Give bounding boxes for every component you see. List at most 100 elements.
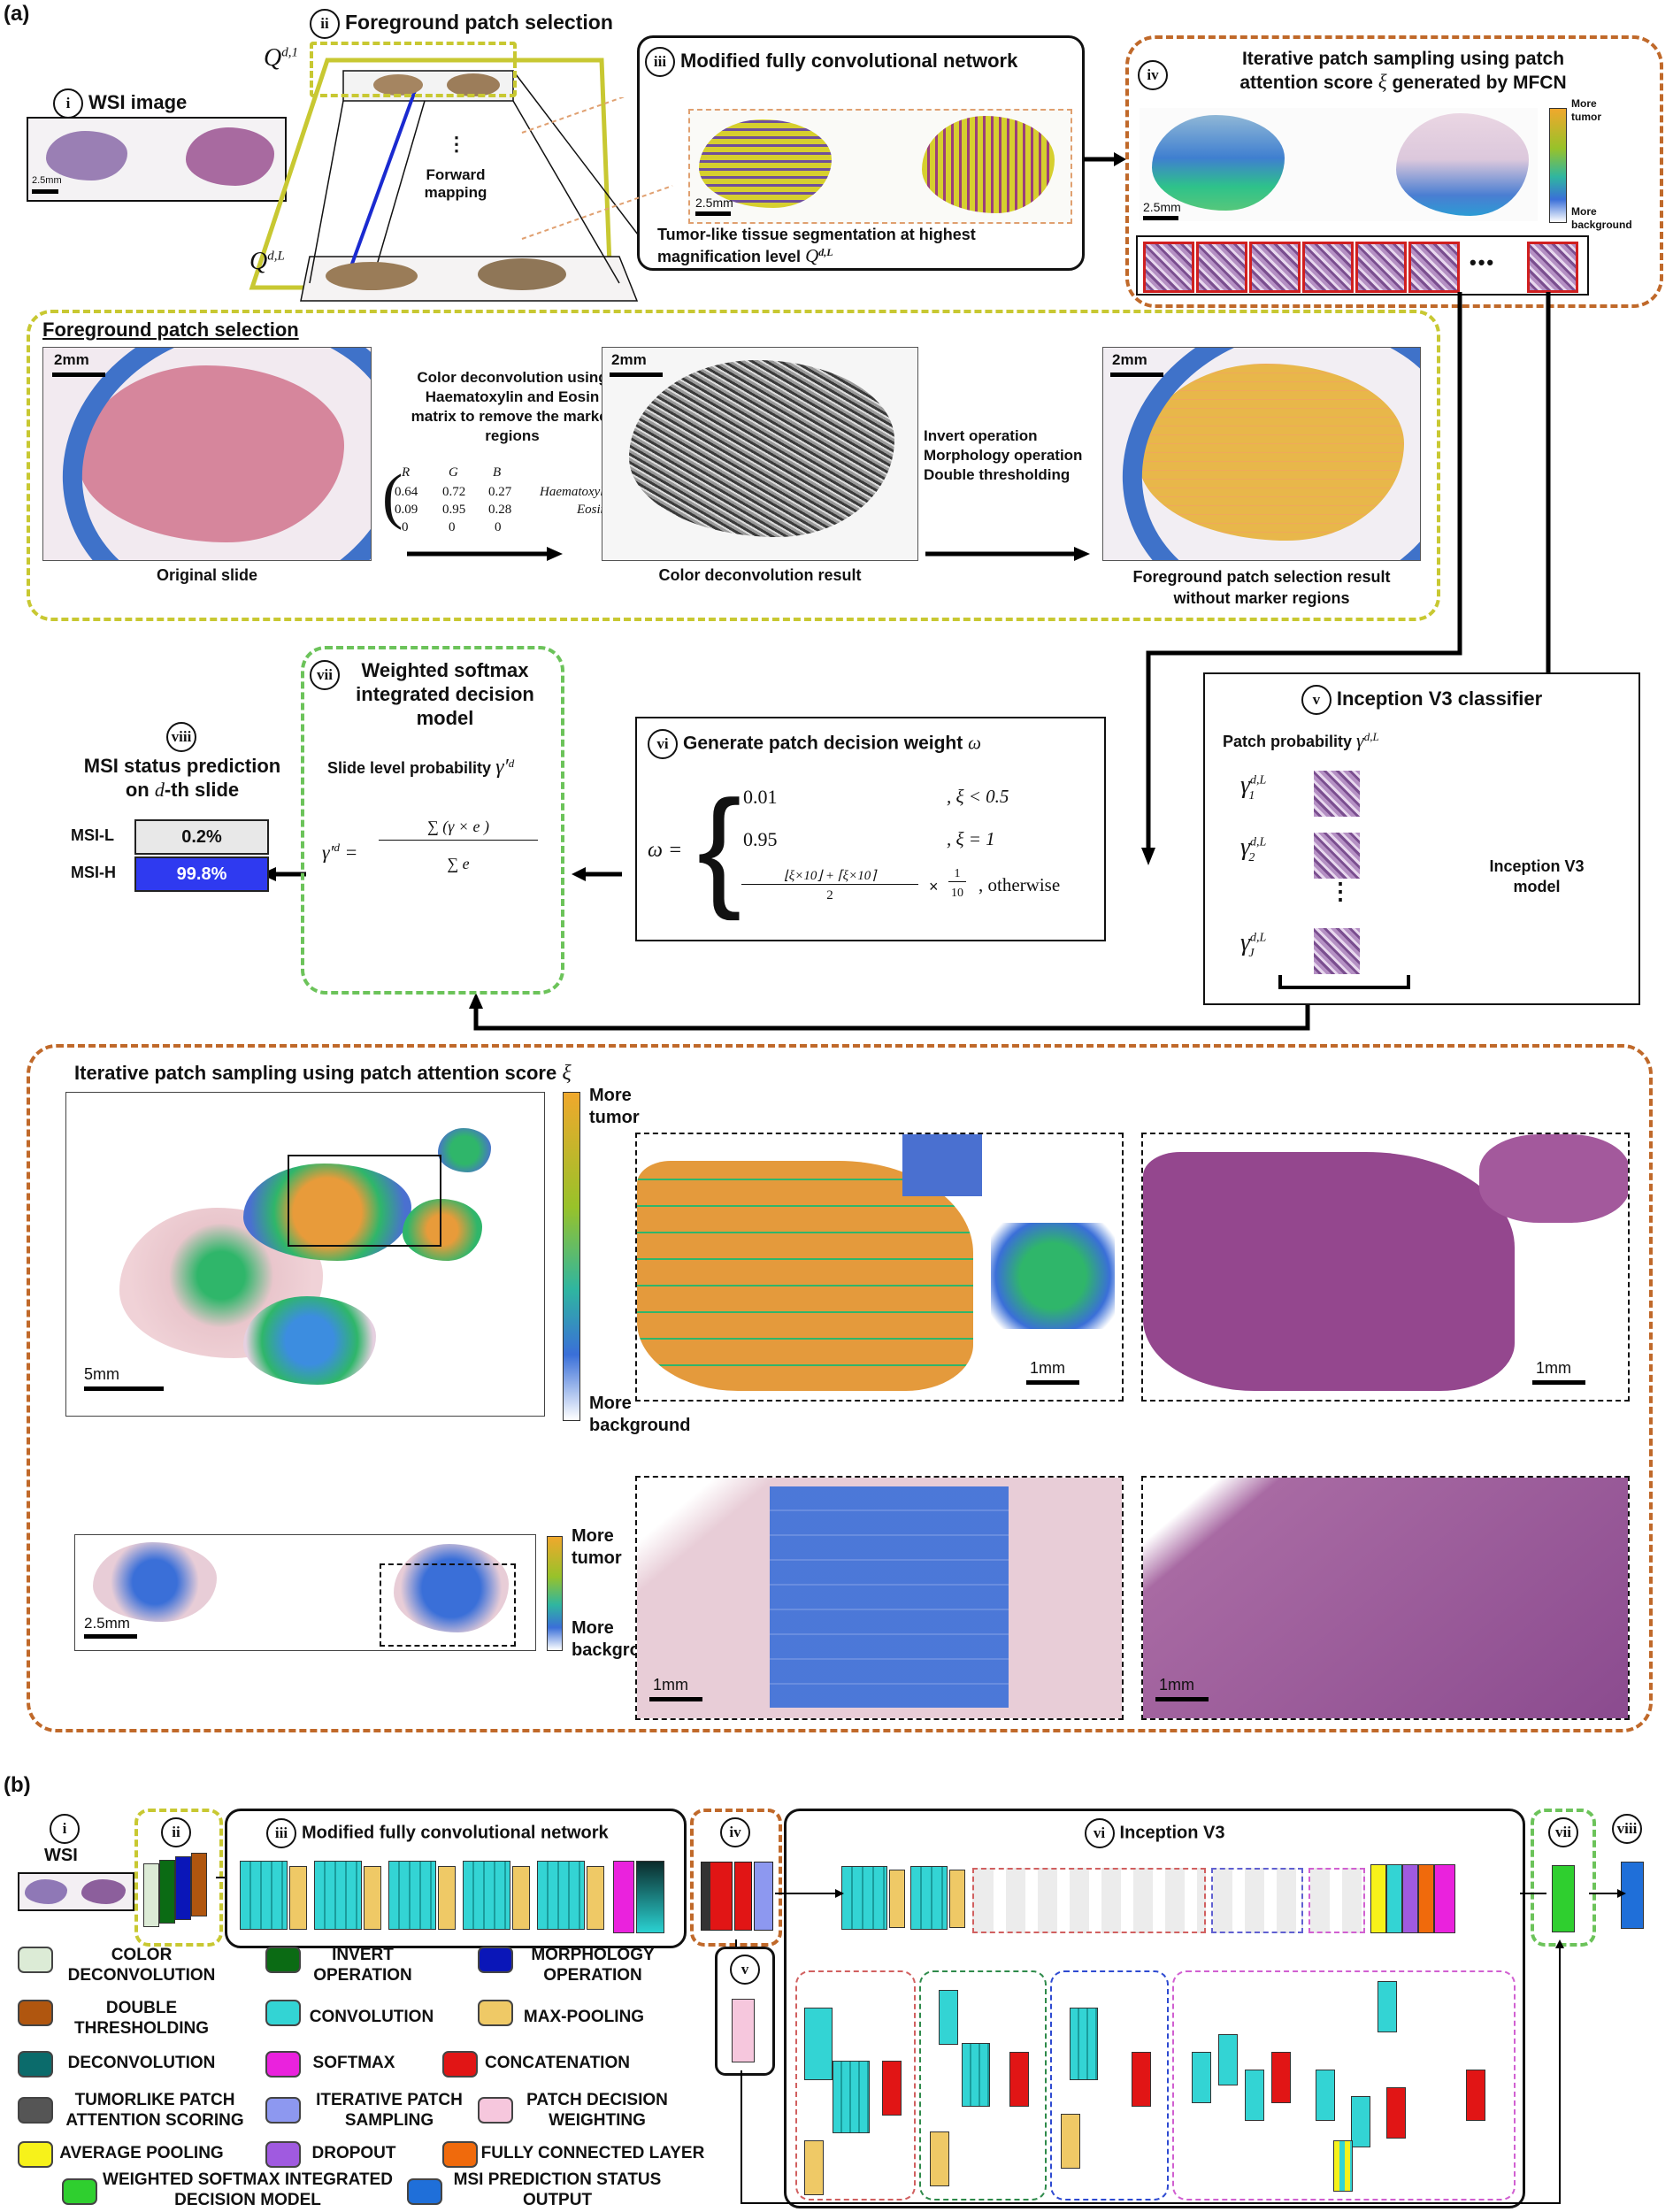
step-number-badge: vi <box>648 729 678 759</box>
tissue-section <box>629 360 894 537</box>
weight-title: vi Generate patch decision weight ω <box>648 729 981 759</box>
tissue-section <box>1143 1152 1515 1391</box>
weighted-softmax-layer <box>1552 1865 1575 1932</box>
inception-module-a <box>795 1970 916 2200</box>
mfcn-box: iii Modified fully convolutional network … <box>637 35 1085 271</box>
sampled-patch <box>1408 242 1460 293</box>
b-mfcn-box: iii Modified fully convolutional network <box>225 1809 687 1948</box>
tissue-section <box>1152 115 1285 211</box>
slide-prob-label: Slide level probability γ′d <box>327 756 515 779</box>
tissue-section <box>46 131 127 180</box>
step-number-badge: v <box>730 1955 760 1985</box>
legend-swatch <box>478 2000 513 2026</box>
scale-bar <box>32 189 58 194</box>
msi-title: MSI status prediction on d-th slide <box>83 755 281 801</box>
tissue-section <box>478 258 566 290</box>
top-level-highlight <box>310 42 517 97</box>
vertical-dots: ⋮ <box>1329 878 1352 904</box>
legend-swatch <box>442 2141 478 2168</box>
legend-swatch <box>18 2141 53 2168</box>
b-inception-box: vi Inception V3 <box>784 1809 1525 2208</box>
double-threshold-layer <box>191 1853 207 1916</box>
legend-swatch <box>18 1947 53 1973</box>
pool-layer <box>889 1870 905 1928</box>
zoom-attention-2: 1mm <box>635 1476 1124 1720</box>
wsi-title: i WSI image <box>53 88 187 119</box>
tissue-section <box>1139 364 1404 541</box>
scale-bar <box>695 211 731 216</box>
wsi-label: WSI <box>44 1846 78 1865</box>
sampled-patch <box>1196 242 1247 293</box>
legend-label: TUMORLIKE PATCH ATTENTION SCORING <box>65 2091 244 2130</box>
softmax-lhs: γ′d = <box>322 841 358 864</box>
panel-a-label: (a) <box>4 2 30 26</box>
vertical-dots: ⋮ <box>447 133 466 155</box>
avgpool-layer <box>1370 1864 1386 1933</box>
scale-label: 2mm <box>1112 351 1147 368</box>
fps-title: ii Foreground patch selection <box>310 9 613 39</box>
gamma-j: γd,LJ <box>1240 929 1267 960</box>
iterative-sampling-layer <box>754 1862 773 1931</box>
arrow-to-deconv <box>407 547 563 561</box>
attention-map-large: 5mm <box>65 1092 545 1417</box>
softmax-box: vii Weighted softmax integrated decision… <box>301 646 564 995</box>
deconv-result-image: 2mm <box>602 347 918 561</box>
inception-patch <box>1311 830 1362 881</box>
wsi-thumbnail <box>18 1872 134 1911</box>
pool-layer <box>949 1870 965 1928</box>
scale-bar <box>1532 1380 1585 1385</box>
deconv-text: Color deconvolution using Haematoxylin a… <box>411 369 614 444</box>
scale-label: 2.5mm <box>1143 200 1181 214</box>
softmax-denominator: ∑ e <box>447 855 470 872</box>
more-background-label: More background <box>589 1394 691 1435</box>
invert-layer <box>159 1860 175 1924</box>
b-flow-connectors <box>216 1877 1626 2204</box>
gamma-1: γd,L1 <box>1240 772 1267 803</box>
fg-detail-title: Foreground patch selection <box>42 319 299 341</box>
case1-condition: , ξ < 0.5 <box>947 786 1009 807</box>
scale-label: 2.5mm <box>84 1615 130 1632</box>
scale-bar <box>649 1697 702 1701</box>
inception-model-label: Inception V3 model <box>1489 857 1585 895</box>
scale-bar <box>1026 1380 1079 1385</box>
inception-patch <box>1311 768 1362 819</box>
sampled-patch <box>1527 242 1578 293</box>
legend-label: DROPOUT <box>311 2144 396 2162</box>
scale-label: 1mm <box>1159 1676 1194 1694</box>
conv-block <box>314 1861 362 1930</box>
scale-label: 5mm <box>84 1365 119 1383</box>
softmax-layer <box>1434 1864 1455 1933</box>
attention-map-image: 2.5mm <box>1140 108 1538 221</box>
attention-patches <box>770 1486 1009 1708</box>
legend-label: DECONVOLUTION <box>67 2054 216 2072</box>
case2-condition: , ξ = 1 <box>947 828 995 849</box>
scale-label: 2mm <box>54 351 89 368</box>
iter-title: iv Iterative patch sampling using patch … <box>1138 48 1607 95</box>
scale-bar <box>1143 216 1178 220</box>
attention-scoring-layer <box>701 1862 733 1931</box>
conv-block <box>910 1866 948 1930</box>
iter-detail-box: Iterative patch sampling using patch att… <box>27 1044 1653 1732</box>
step-number-badge: iii <box>645 47 675 77</box>
case2-value: 0.95 <box>743 828 778 850</box>
step-number-badge: iv <box>720 1817 750 1847</box>
scale-bar <box>52 373 105 377</box>
tissue-section <box>186 127 274 186</box>
case1-value: 0.01 <box>743 786 778 808</box>
msi-l-label: MSI-L <box>71 826 114 844</box>
tissue-section <box>637 1161 973 1391</box>
legend-swatch <box>265 1947 301 1973</box>
sampled-patch <box>1355 242 1407 293</box>
sampled-patch <box>1302 242 1354 293</box>
patch-prob-label: Patch probability γd,L <box>1223 729 1379 751</box>
scale-label: 2.5mm <box>32 175 62 186</box>
tissue-section <box>93 1542 217 1622</box>
colorbar <box>563 1092 580 1421</box>
pool-layer <box>587 1866 604 1930</box>
deconvolution-layer <box>636 1861 664 1933</box>
patch-decision-layer <box>732 1999 755 2062</box>
b-softmax-box: vii <box>1531 1809 1596 1947</box>
legend-swatch <box>18 2097 53 2124</box>
pool-layer <box>289 1866 307 1930</box>
fg-result-image: 2mm <box>1102 347 1421 561</box>
